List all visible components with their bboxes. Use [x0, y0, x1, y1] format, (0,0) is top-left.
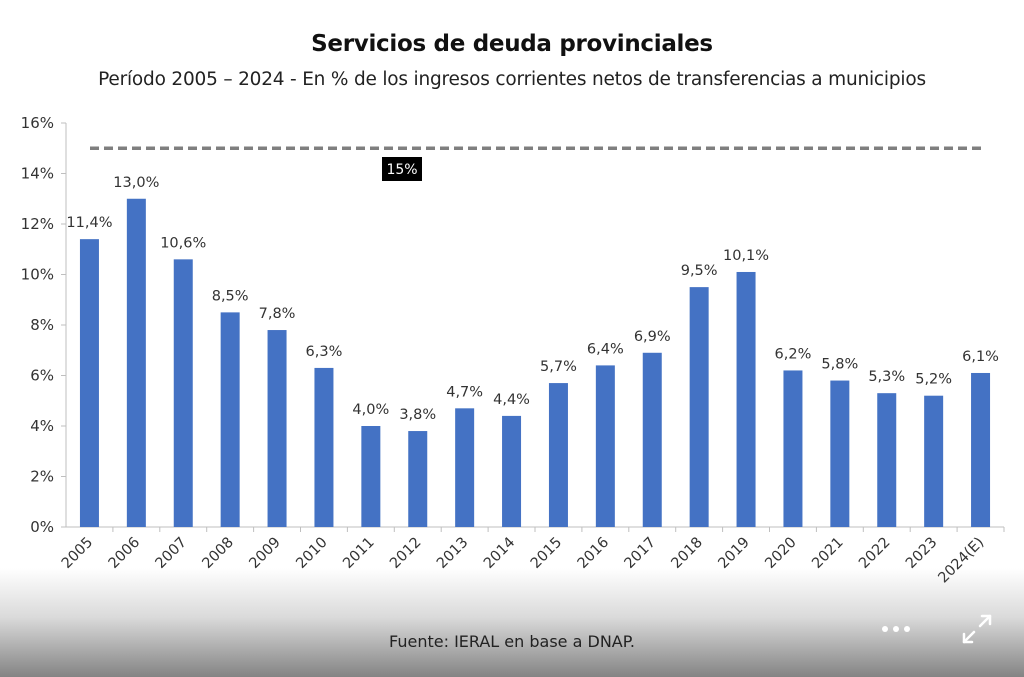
- chart-title: Servicios de deuda provinciales: [311, 31, 713, 57]
- y-tick-label: 10%: [21, 266, 54, 284]
- x-tick-label: 2011: [340, 535, 377, 572]
- data-label: 5,2%: [915, 372, 952, 388]
- data-label: 6,3%: [306, 344, 343, 360]
- bar-2016: [595, 365, 615, 527]
- x-tick-label: 2005: [59, 535, 96, 572]
- data-label: 6,9%: [634, 329, 671, 345]
- reference-line-label: 15%: [386, 162, 417, 178]
- data-label: 4,4%: [493, 392, 530, 408]
- x-tick-label: 2018: [669, 535, 706, 572]
- y-tick-label: 2%: [30, 468, 54, 486]
- x-tick-label: 2015: [528, 535, 565, 572]
- data-label: 3,8%: [399, 407, 436, 423]
- y-tick-label: 6%: [30, 367, 54, 385]
- data-label: 4,0%: [352, 402, 389, 418]
- bar-2015: [548, 383, 568, 527]
- y-tick-label: 8%: [30, 316, 54, 334]
- bottom-gradient-overlay: [0, 568, 1024, 677]
- x-tick-label: 2014: [481, 535, 518, 572]
- bar-2009: [267, 330, 287, 527]
- x-tick-label: 2009: [246, 535, 283, 572]
- data-label: 6,4%: [587, 341, 624, 357]
- data-label: 10,1%: [723, 248, 769, 264]
- x-tick-label: 2006: [106, 535, 143, 572]
- x-tick-label: 2013: [434, 535, 471, 572]
- source-note: Fuente: IERAL en base a DNAP.: [389, 632, 635, 651]
- data-label: 9,5%: [681, 263, 718, 279]
- y-tick-label: 0%: [30, 518, 54, 536]
- expand-button[interactable]: [960, 612, 994, 646]
- x-tick-label: 2021: [809, 535, 846, 572]
- bar-2010: [314, 367, 334, 527]
- data-label: 7,8%: [259, 306, 296, 322]
- y-tick-label: 16%: [21, 114, 54, 132]
- x-tick-label: 2016: [575, 535, 612, 572]
- x-tick-label: 2017: [622, 535, 659, 572]
- more-dot: [904, 626, 910, 632]
- bar-2006: [126, 198, 146, 527]
- more-options-button[interactable]: [876, 618, 916, 640]
- more-horizontal-icon: [882, 626, 888, 632]
- bar-2019: [736, 271, 756, 527]
- x-tick-label: 2008: [200, 535, 237, 572]
- bar-2018: [689, 287, 709, 527]
- data-label: 6,1%: [962, 349, 999, 365]
- bar-2013: [455, 408, 475, 527]
- bar-2023: [924, 395, 944, 527]
- bar-2021: [830, 380, 850, 527]
- bar-2008: [220, 312, 240, 527]
- data-label: 4,7%: [446, 384, 483, 400]
- data-label: 11,4%: [66, 215, 112, 231]
- chart-subtitle: Período 2005 – 2024 - En % de los ingres…: [98, 69, 926, 90]
- x-tick-label: 2007: [153, 535, 190, 572]
- bar-2007: [173, 259, 193, 527]
- bar-2017: [642, 352, 662, 527]
- y-tick-label: 4%: [30, 417, 54, 435]
- data-label: 8,5%: [212, 288, 249, 304]
- bar-2024(E): [971, 372, 991, 527]
- data-label: 10,6%: [160, 235, 206, 251]
- data-label: 5,3%: [868, 369, 905, 385]
- bar-2020: [783, 370, 803, 527]
- y-tick-label: 12%: [21, 215, 54, 233]
- bar-2012: [408, 431, 428, 527]
- x-tick-label: 2022: [856, 535, 893, 572]
- data-label: 6,2%: [775, 346, 812, 362]
- bar-2005: [79, 239, 99, 527]
- data-label: 5,7%: [540, 359, 577, 375]
- data-label: 13,0%: [113, 175, 159, 191]
- reference-label-box: [382, 157, 422, 181]
- bar-2022: [877, 393, 897, 527]
- y-tick-label: 14%: [21, 165, 54, 183]
- expand-icon: [962, 614, 992, 644]
- data-label: 5,8%: [821, 357, 858, 373]
- x-tick-label: 2010: [293, 535, 330, 572]
- bar-2014: [502, 415, 522, 527]
- x-tick-label: 2023: [903, 535, 940, 572]
- x-tick-label: 2012: [387, 535, 424, 572]
- more-dot: [893, 626, 899, 632]
- x-tick-label: 2020: [762, 535, 799, 572]
- bar-2011: [361, 426, 381, 527]
- x-tick-label: 2019: [715, 535, 752, 572]
